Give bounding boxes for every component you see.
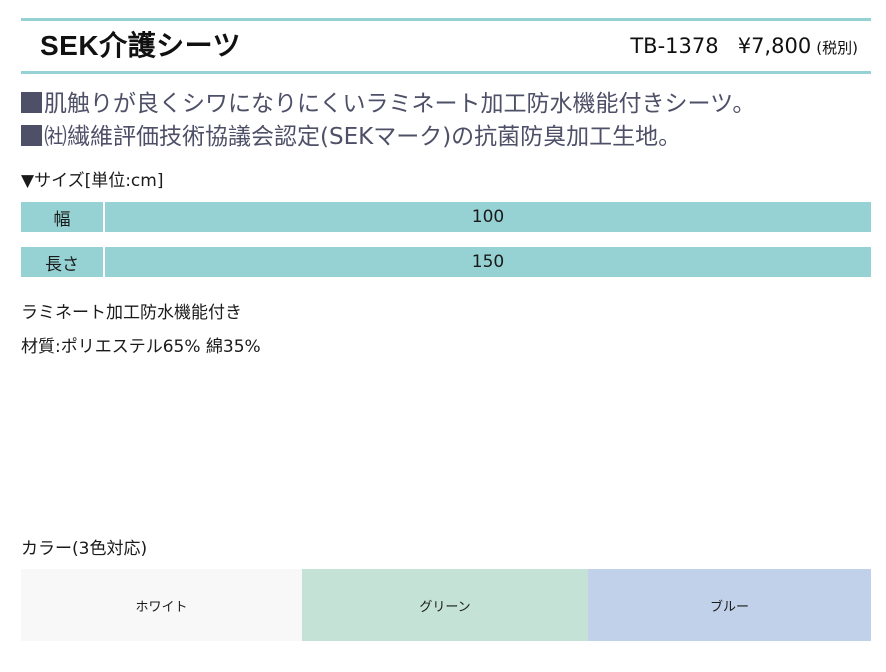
cell-divider	[103, 247, 105, 277]
notes: ラミネート加工防水機能付き 材質:ポリエステル65% 綿35%	[21, 296, 261, 364]
header-top-rule	[21, 18, 871, 21]
square-bullet-icon	[21, 125, 42, 146]
product-code: TB-1378	[630, 34, 719, 58]
price-block: TB-1378 ¥7,800 (税別)	[630, 24, 858, 70]
size-header-length: 長さ	[21, 247, 103, 277]
tax-note: (税別)	[816, 39, 858, 57]
size-value-length: 150	[105, 247, 871, 277]
header-bottom-rule	[21, 71, 871, 74]
feature-list: 肌触りが良くシワになりにくいラミネート加工防水機能付きシーツ。 ㈳繊維評価技術協…	[21, 88, 755, 154]
size-value-width: 100	[105, 202, 871, 232]
feature-item: ㈳繊維評価技術協議会認定(SEKマーク)の抗菌防臭加工生地。	[21, 121, 755, 154]
note-feature: ラミネート加工防水機能付き	[21, 303, 242, 323]
swatch-white: ホワイト	[21, 569, 302, 641]
size-header-width: 幅	[21, 202, 103, 232]
size-row-width: 幅 100	[21, 202, 871, 232]
square-bullet-icon	[21, 92, 42, 113]
product-title: SEK介護シーツ	[40, 30, 242, 61]
size-label: ▼サイズ[単位:cm]	[21, 171, 164, 191]
cell-divider	[103, 202, 105, 232]
color-swatches: ホワイト グリーン ブルー	[21, 569, 871, 641]
size-row-length: 長さ 150	[21, 247, 871, 277]
swatch-blue: ブルー	[588, 569, 871, 641]
note-material: 材質:ポリエステル65% 綿35%	[21, 337, 261, 357]
feature-item: 肌触りが良くシワになりにくいラミネート加工防水機能付きシーツ。	[21, 88, 755, 121]
color-label: カラー(3色対応)	[21, 539, 148, 559]
price: ¥7,800	[737, 34, 812, 58]
swatch-green: グリーン	[302, 569, 588, 641]
